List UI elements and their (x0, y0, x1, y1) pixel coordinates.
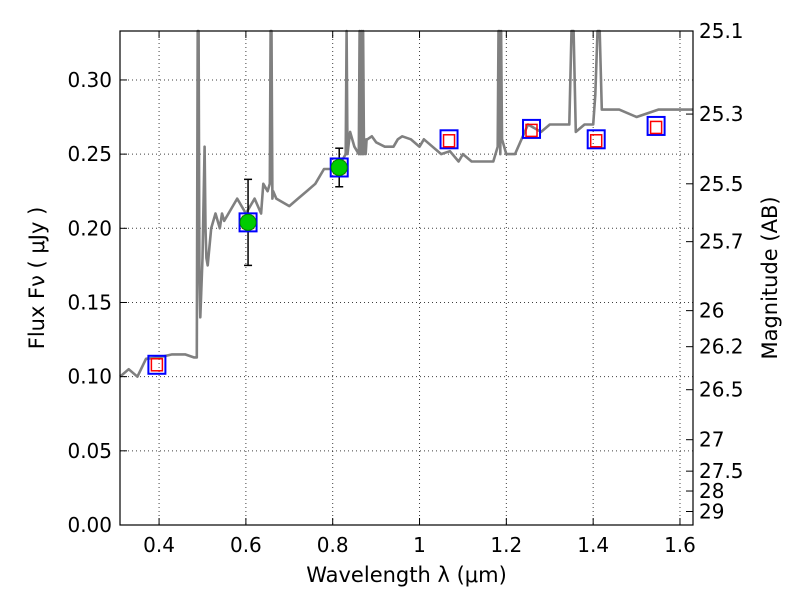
detection-circle (330, 158, 348, 176)
spectrum-layer (119, 29, 693, 378)
model-flux-square (525, 123, 538, 138)
observed-flux-square (147, 354, 167, 375)
y-tick-label: 0.20 (67, 216, 112, 240)
plot-frame (119, 30, 694, 526)
grid-layer (120, 31, 693, 526)
y-axis-title: Flux Fν ( μJy ) (25, 207, 49, 350)
y-tick-label: 0.10 (67, 365, 112, 389)
detection-circle (239, 213, 257, 231)
x-tick-label: 0.4 (143, 533, 175, 557)
x-tick-label: 1.6 (664, 533, 696, 557)
model-flux-square (442, 134, 456, 148)
spectrum-line (119, 29, 693, 378)
y-tick-label: 0.00 (67, 513, 112, 537)
observed-flux-square (522, 118, 542, 139)
mag-tick-label: 26.5 (699, 378, 744, 402)
y-tick-label: 0.05 (67, 439, 112, 463)
mag-tick-label: 27.5 (699, 459, 744, 483)
y-tick-label: 0.15 (67, 290, 112, 314)
mag-tick-label: 28 (699, 479, 724, 503)
mag-tick-label: 26.2 (699, 335, 744, 359)
observed-flux-square (586, 129, 606, 150)
mag-tick-label: 25.3 (699, 102, 744, 126)
y-tick-label: 0.25 (67, 142, 112, 166)
model-flux-square (150, 358, 164, 372)
mag-tick-label: 25.1 (699, 19, 744, 43)
y-tick-label: 0.30 (67, 68, 112, 92)
markers-layer (147, 115, 666, 375)
observed-flux-square (439, 129, 459, 150)
observed-flux-square (646, 115, 666, 136)
mag-tick-label: 26 (699, 299, 724, 323)
x-tick-label: 1.2 (490, 533, 522, 557)
mag-tick-label: 25.5 (699, 172, 744, 196)
y2-axis-title: Magnitude (AB) (758, 196, 782, 359)
mag-tick-label: 29 (699, 500, 724, 524)
x-tick-label: 1 (413, 533, 426, 557)
x-tick-label: 0.8 (317, 533, 349, 557)
model-flux-square (649, 120, 663, 135)
x-axis-title: Wavelength λ (μm) (306, 563, 507, 587)
x-tick-label: 1.4 (577, 533, 609, 557)
mag-tick-label: 25.7 (699, 230, 744, 254)
ticks-layer: 0.4 0.6 0.8 1 1.2 1.4 1.6 0.00 0.05 0.10 0.15 0.20 0… (67, 19, 743, 557)
x-tick-label: 0.6 (230, 533, 262, 557)
mag-tick-label: 27 (699, 428, 724, 452)
model-flux-square (589, 134, 603, 148)
